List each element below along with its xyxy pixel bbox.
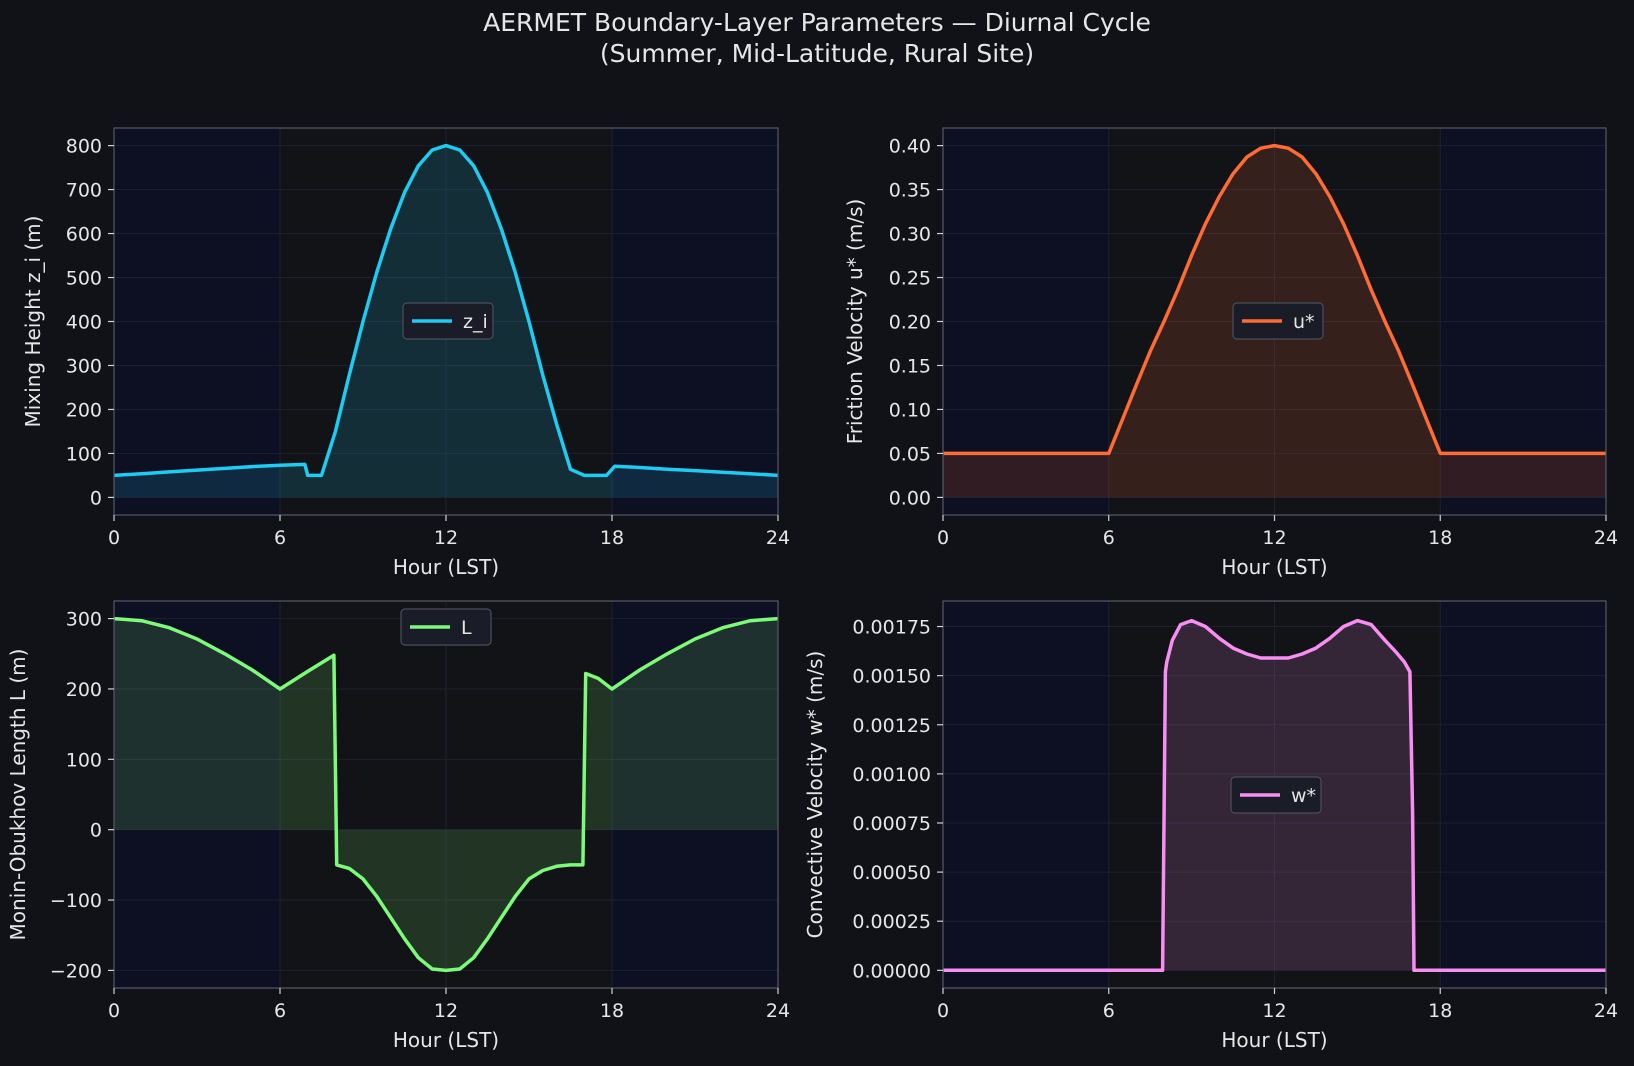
mixing-height-x-tick-label-2: 12	[434, 527, 458, 549]
convective-velocity-y-tick-label-3: 0.00075	[852, 813, 931, 835]
friction-velocity-y-tick-label-7: 0.35	[889, 180, 931, 202]
monin-obukhov-y-tick-label-4: 200	[66, 679, 102, 701]
friction-velocity-x-tick-label-2: 12	[1262, 527, 1286, 549]
friction-velocity-y-tick-label-6: 0.30	[889, 224, 931, 246]
convective-velocity-y-tick-label-1: 0.00025	[852, 911, 931, 933]
mixing-height-x-tick-label-3: 18	[600, 527, 624, 549]
mixing-height-y-tick-label-6: 600	[66, 224, 102, 246]
friction-velocity-y-tick-label-1: 0.05	[889, 443, 931, 465]
mixing-height-y-tick-label-8: 800	[66, 136, 102, 158]
friction-velocity-y-tick-label-2: 0.10	[889, 399, 931, 421]
convective-velocity-night-shading-1	[1440, 601, 1606, 988]
monin-obukhov-x-tick-label-0: 0	[108, 1000, 120, 1022]
monin-obukhov-x-tick-label-2: 12	[434, 1000, 458, 1022]
friction-velocity-y-tick-label-4: 0.20	[889, 312, 931, 334]
monin-obukhov-series-fill-0	[114, 618, 778, 971]
convective-velocity-y-tick-label-6: 0.00150	[852, 666, 931, 688]
convective-velocity-series-line-0	[943, 618, 1606, 973]
monin-obukhov-chart: 0 6 12 18 24 −200 −100 0 100 200 300 Hour (LST) Moni…	[6, 600, 790, 1052]
convective-velocity-y-tick-label-4: 0.00100	[852, 764, 931, 786]
friction-velocity-x-tick-label-1: 6	[1103, 527, 1115, 549]
monin-obukhov-x-tick-label-1: 6	[274, 1000, 286, 1022]
convective-velocity-y-tick-label-0: 0.00000	[852, 960, 931, 982]
monin-obukhov-y-tick-label-2: 0	[90, 820, 102, 842]
monin-obukhov-y-tick-label-3: 100	[66, 749, 102, 771]
convective-velocity-y-axis-label: Convective Velocity w* (m/s)	[803, 651, 827, 939]
monin-obukhov-x-tick-label-3: 18	[600, 1000, 624, 1022]
convective-velocity-night-shading-0	[943, 601, 1109, 988]
mixing-height-y-tick-label-4: 400	[66, 312, 102, 334]
monin-obukhov-legend: L	[400, 608, 492, 646]
monin-obukhov-y-tick-label-0: −200	[50, 960, 102, 982]
mixing-height-y-axis-label: Mixing Height z_i (m)	[21, 216, 45, 428]
mixing-height-y-tick-label-7: 700	[66, 180, 102, 202]
mixing-height-y-tick-label-3: 300	[66, 355, 102, 377]
mixing-height-y-tick-label-0: 0	[90, 487, 102, 509]
mixing-height-y-tick-label-1: 100	[66, 443, 102, 465]
mixing-height-legend: z_i	[402, 302, 494, 340]
mixing-height-x-axis-label: Hour (LST)	[393, 555, 499, 579]
friction-velocity-y-tick-label-3: 0.15	[889, 355, 931, 377]
convective-velocity-legend: w*	[1230, 776, 1322, 814]
monin-obukhov-y-tick-label-5: 300	[66, 609, 102, 631]
friction-velocity-x-tick-label-0: 0	[937, 527, 949, 549]
convective-velocity-x-tick-label-3: 18	[1428, 1000, 1452, 1022]
friction-velocity-x-tick-label-4: 24	[1594, 527, 1618, 549]
friction-velocity-legend-label: u*	[1293, 311, 1315, 333]
convective-velocity-y-tick-label-5: 0.00125	[852, 715, 931, 737]
friction-velocity-y-axis-label: Friction Velocity u* (m/s)	[843, 199, 867, 445]
figure-subtitle: (Summer, Mid-Latitude, Rural Site)	[599, 39, 1035, 68]
convective-velocity-y-tick-label-2: 0.00050	[852, 862, 931, 884]
convective-velocity-y-tick-label-7: 0.00175	[852, 617, 931, 639]
mixing-height-y-tick-label-2: 200	[66, 399, 102, 421]
friction-velocity-y-tick-label-0: 0.00	[889, 487, 931, 509]
convective-velocity-legend-label: w*	[1291, 785, 1316, 807]
mixing-height-x-tick-label-1: 6	[274, 527, 286, 549]
mixing-height-legend-label: z_i	[463, 311, 488, 333]
mixing-height-y-tick-label-5: 500	[66, 268, 102, 290]
convective-velocity-chart: 0 6 12 18 24 0.00000 0.00025 0.00050 0.00075 0.00…	[803, 600, 1618, 1052]
friction-velocity-x-axis-label: Hour (LST)	[1221, 555, 1327, 579]
monin-obukhov-y-tick-label-1: −100	[50, 890, 102, 912]
monin-obukhov-x-tick-label-4: 24	[766, 1000, 790, 1022]
convective-velocity-x-axis-label: Hour (LST)	[1221, 1028, 1327, 1052]
monin-obukhov-night-shading-1	[612, 601, 778, 988]
friction-velocity-series-line-0	[943, 143, 1606, 456]
friction-velocity-legend: u*	[1232, 302, 1324, 340]
convective-velocity-x-tick-label-2: 12	[1262, 1000, 1286, 1022]
friction-velocity-y-tick-label-5: 0.25	[889, 268, 931, 290]
convective-velocity-x-tick-label-1: 6	[1103, 1000, 1115, 1022]
friction-velocity-chart: 0 6 12 18 24 0.00 0.05 0.10 0.15 0.20 0.25 0.30 0.35…	[843, 127, 1618, 579]
friction-velocity-x-tick-label-3: 18	[1428, 527, 1452, 549]
mixing-height-chart: 0 6 12 18 24 0 100 200 300 400 500 600 700 800 Hour (L…	[21, 127, 790, 579]
friction-velocity-y-tick-label-8: 0.40	[889, 136, 931, 158]
monin-obukhov-x-axis-label: Hour (LST)	[393, 1028, 499, 1052]
mixing-height-x-tick-label-4: 24	[766, 527, 790, 549]
monin-obukhov-series-line-0	[113, 616, 779, 973]
monin-obukhov-legend-label: L	[461, 617, 472, 639]
mixing-height-series-line-0	[113, 143, 779, 478]
convective-velocity-x-tick-label-0: 0	[937, 1000, 949, 1022]
figure-title: AERMET Boundary-Layer Parameters — Diurn…	[483, 8, 1151, 37]
monin-obukhov-y-axis-label: Monin-Obukhov Length L (m)	[6, 649, 30, 941]
mixing-height-x-tick-label-0: 0	[108, 527, 120, 549]
monin-obukhov-night-shading-0	[114, 601, 280, 988]
convective-velocity-x-tick-label-4: 24	[1594, 1000, 1618, 1022]
